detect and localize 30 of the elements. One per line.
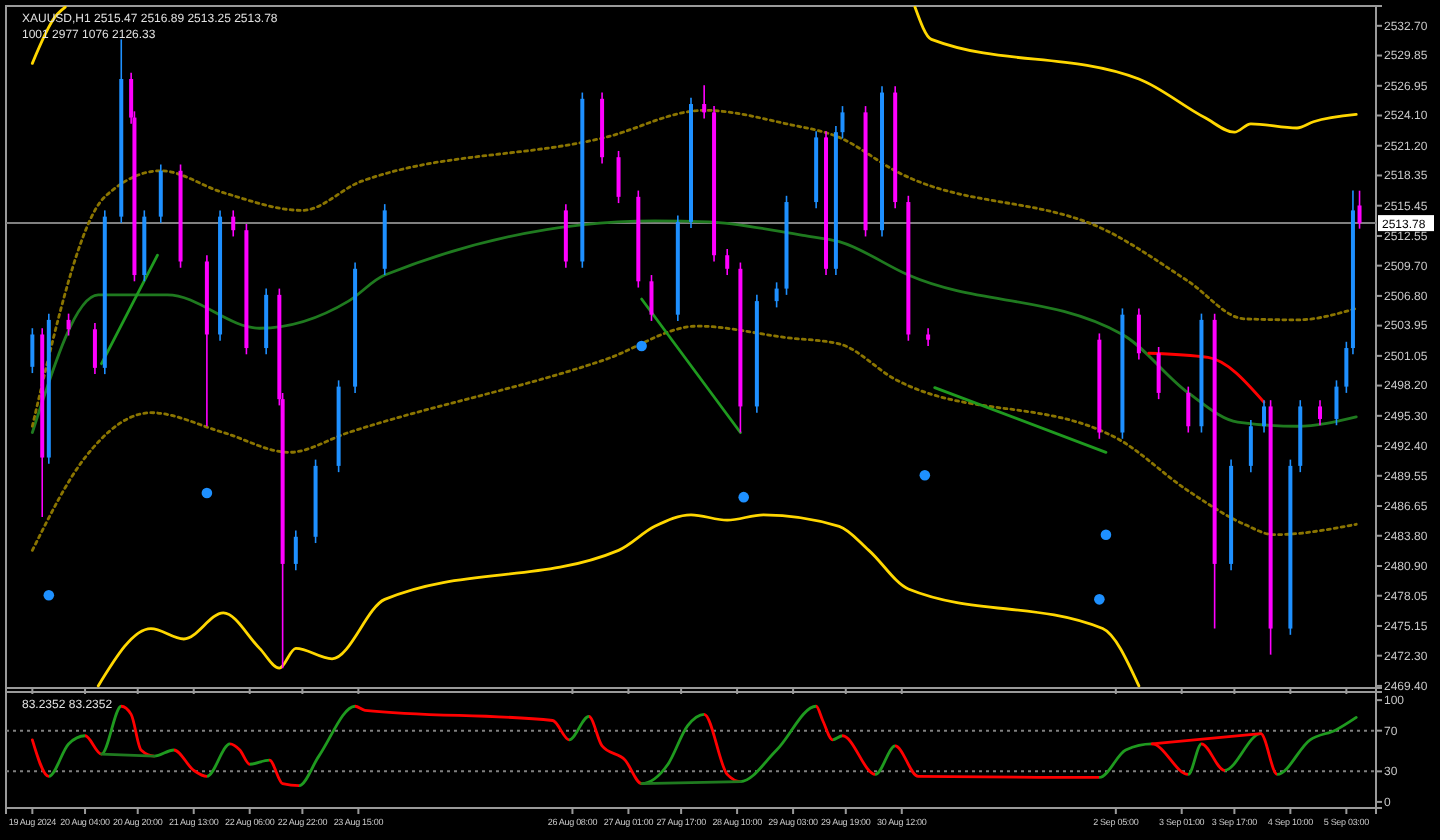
candlestick [616, 150, 621, 204]
point [919, 469, 931, 481]
candlestick [231, 209, 236, 238]
candlestick [293, 529, 298, 571]
candlestick [774, 281, 779, 309]
candlestick [1186, 385, 1191, 434]
point [1094, 594, 1105, 605]
candlestick [1156, 346, 1161, 400]
point [1100, 529, 1112, 540]
candlestick [1248, 419, 1253, 473]
candlestick [1357, 189, 1362, 230]
candlestick [1262, 399, 1267, 434]
candlestick [30, 327, 35, 374]
candlestick [92, 322, 97, 375]
candlestick [158, 163, 163, 224]
point [43, 589, 55, 601]
point [738, 491, 749, 503]
line-series [30, 324, 1358, 552]
candlestick [725, 248, 730, 276]
candlestick [1318, 399, 1323, 427]
line-series [96, 513, 1141, 688]
point [201, 487, 213, 499]
point [636, 340, 647, 352]
candlestick [66, 312, 71, 337]
candlestick [1344, 340, 1349, 394]
line-series [30, 219, 1358, 434]
candlestick [1334, 379, 1339, 427]
candlestick [649, 274, 654, 322]
candlestick [1136, 307, 1141, 361]
candlestick [702, 84, 707, 120]
